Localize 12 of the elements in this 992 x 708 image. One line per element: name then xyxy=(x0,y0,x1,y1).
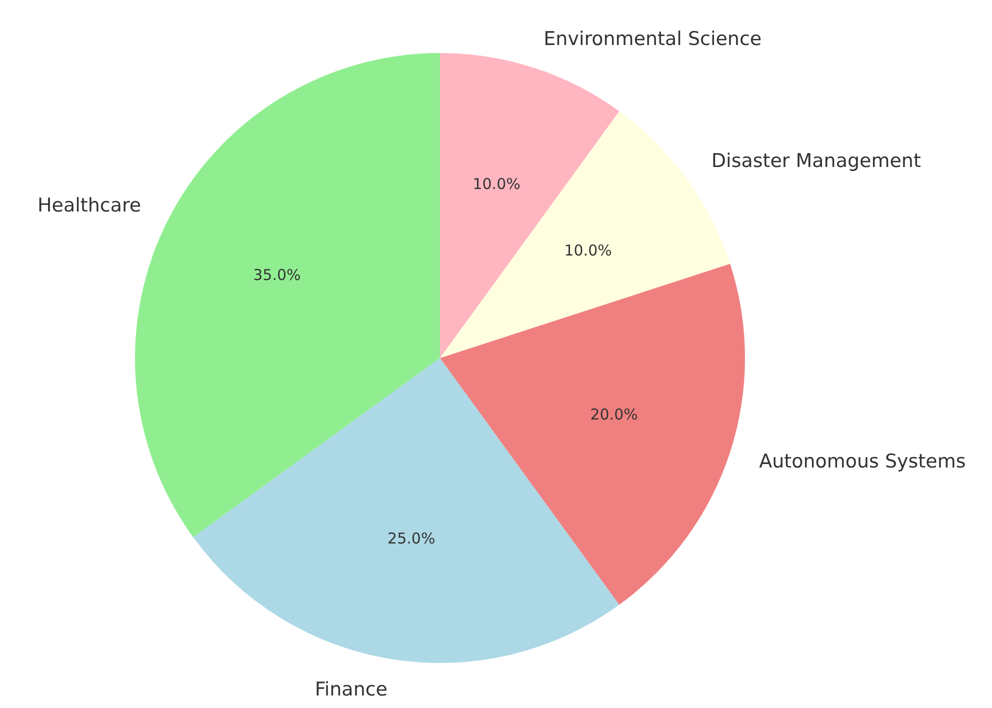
pie-slice xyxy=(440,53,620,358)
slice-label: Healthcare xyxy=(37,194,142,217)
slice-label: Environmental Science xyxy=(544,28,762,50)
data-label: 35.0% xyxy=(253,266,301,284)
data-label: 10.0% xyxy=(564,241,612,260)
data-label: 20.0% xyxy=(590,406,638,424)
data-label: 25.0% xyxy=(388,530,436,548)
slice-label: Disaster Management xyxy=(711,150,921,172)
pie-slice xyxy=(440,264,744,605)
slice-label: Finance xyxy=(314,678,388,700)
data-label: 10.0% xyxy=(472,174,520,193)
slice-label: Autonomous Systems xyxy=(759,450,966,473)
